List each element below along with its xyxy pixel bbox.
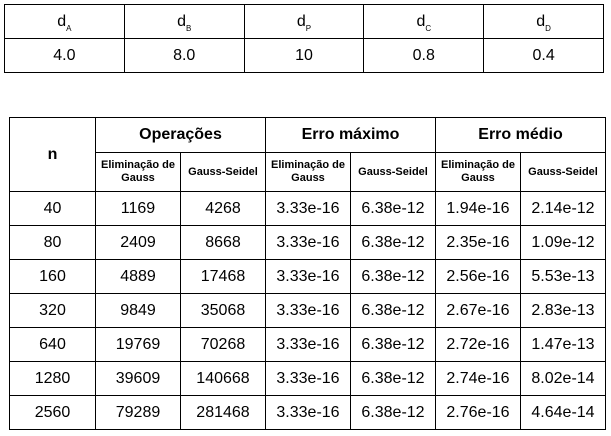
param-symbol: d [57, 12, 67, 30]
results-body: 40 1169 4268 3.33e-16 6.38e-12 1.94e-16 2.14e-… [9, 191, 606, 430]
param-subscript: C [425, 23, 432, 33]
n-cell: 1280 [9, 361, 96, 396]
gauss-elimination-mean-error-cell: 2.72e-16 [435, 327, 521, 362]
gauss-seidel-max-error-cell: 6.38e-12 [350, 395, 436, 430]
gauss-seidel-max-error-cell: 6.38e-12 [350, 225, 436, 260]
param-symbol: d [536, 12, 546, 30]
results-table: n Operações Erro máximo Erro médio Elimi… [9, 117, 606, 430]
gauss-seidel-max-error-cell: 6.38e-12 [350, 259, 436, 294]
param-subscript: A [66, 23, 72, 33]
gauss-seidel-max-error-cell: 6.38e-12 [350, 191, 436, 226]
gauss-elimination-header: Eliminação de Gauss [435, 152, 521, 192]
gauss-elimination-max-error-cell: 3.33e-16 [265, 395, 351, 430]
param-value-cell: 0.8 [363, 38, 485, 73]
gauss-seidel-ops-cell: 35068 [180, 293, 266, 328]
gauss-elimination-ops-cell: 39609 [95, 361, 181, 396]
param-value-cell: 0.4 [483, 38, 604, 73]
gauss-seidel-mean-error-cell: 2.14e-12 [520, 191, 606, 226]
n-cell: 640 [9, 327, 96, 362]
table-row: 40 1169 4268 3.33e-16 6.38e-12 1.94e-16 2.14e-… [9, 191, 606, 226]
n-cell: 40 [9, 191, 96, 226]
gauss-elimination-ops-cell: 4889 [95, 259, 181, 294]
param-value-cell: 8.0 [123, 38, 245, 73]
param-symbol: d [416, 12, 426, 30]
gauss-elimination-max-error-cell: 3.33e-16 [265, 225, 351, 260]
param-symbol: d [296, 12, 306, 30]
gauss-elimination-max-error-cell: 3.33e-16 [265, 293, 351, 328]
gauss-seidel-max-error-cell: 6.38e-12 [350, 293, 436, 328]
table-row: 2560 79289 281468 3.33e-16 6.38e-12 2.76e-16 4… [9, 395, 606, 430]
gauss-elimination-max-error-cell: 3.33e-16 [265, 259, 351, 294]
param-symbol: d [177, 12, 186, 30]
gauss-elimination-max-error-cell: 3.33e-16 [265, 361, 351, 396]
gauss-seidel-max-error-cell: 6.38e-12 [350, 327, 436, 362]
results-method-header-row: Eliminação de Gauss Gauss-Seidel Elimina… [10, 152, 606, 192]
gauss-elimination-mean-error-cell: 2.35e-16 [435, 225, 521, 260]
table-row: 80 2409 8668 3.33e-16 6.38e-12 2.35e-16 1.09e-… [9, 225, 606, 260]
gauss-seidel-max-error-cell: 6.38e-12 [350, 361, 436, 396]
table-row: 1280 39609 140668 3.33e-16 6.38e-12 2.74e-16 8… [9, 361, 606, 396]
gauss-seidel-mean-error-cell: 2.83e-13 [520, 293, 606, 328]
max-error-group-header: Erro máximo [265, 117, 436, 153]
gauss-elimination-ops-cell: 2409 [95, 225, 181, 260]
n-cell: 160 [9, 259, 96, 294]
param-header-cell: dC [363, 4, 485, 39]
gauss-elimination-ops-cell: 79289 [95, 395, 181, 430]
gauss-seidel-header: Gauss-Seidel [520, 152, 606, 192]
gauss-seidel-header: Gauss-Seidel [350, 152, 436, 192]
gauss-elimination-max-error-cell: 3.33e-16 [265, 327, 351, 362]
gauss-seidel-ops-cell: 17468 [180, 259, 266, 294]
parameters-value-row: 4.0 8.0 10 0.8 0.4 [4, 38, 604, 73]
gauss-elimination-ops-cell: 19769 [95, 327, 181, 362]
gauss-seidel-mean-error-cell: 5.53e-13 [520, 259, 606, 294]
gauss-elimination-ops-cell: 1169 [95, 191, 181, 226]
param-subscript: D [545, 23, 551, 33]
gauss-elimination-mean-error-cell: 1.94e-16 [435, 191, 521, 226]
gauss-elimination-header: Eliminação de Gauss [95, 152, 181, 192]
parameters-header-row: dA dB dP dC dD [4, 4, 604, 39]
n-column-header: n [9, 117, 96, 192]
gauss-seidel-mean-error-cell: 1.47e-13 [520, 327, 606, 362]
table-row: 320 9849 35068 3.33e-16 6.38e-12 2.67e-16 2.83… [9, 293, 606, 328]
param-value-cell: 4.0 [4, 38, 125, 73]
param-header-cell: dP [243, 4, 365, 39]
param-value-cell: 10 [243, 38, 365, 73]
param-header-cell: dD [483, 4, 604, 39]
gauss-elimination-max-error-cell: 3.33e-16 [265, 191, 351, 226]
gauss-elimination-mean-error-cell: 2.67e-16 [435, 293, 521, 328]
results-group-header-row: n Operações Erro máximo Erro médio [9, 117, 606, 192]
gauss-elimination-mean-error-cell: 2.56e-16 [435, 259, 521, 294]
mean-error-group-header: Erro médio [435, 117, 606, 153]
gauss-seidel-mean-error-cell: 4.64e-14 [520, 395, 606, 430]
param-subscript: B [185, 23, 192, 33]
n-cell: 80 [9, 225, 96, 260]
param-header-cell: dA [4, 4, 125, 39]
table-row: 160 4889 17468 3.33e-16 6.38e-12 2.56e-16 5.53… [9, 259, 606, 294]
gauss-seidel-ops-cell: 8668 [180, 225, 266, 260]
table-row: 640 19769 70268 3.33e-16 6.38e-12 2.72e-16 1.4… [9, 327, 606, 362]
parameters-table: dA dB dP dC dD 4.0 8.0 10 0.8 0.4 [4, 4, 604, 73]
gauss-seidel-mean-error-cell: 1.09e-12 [520, 225, 606, 260]
gauss-seidel-header: Gauss-Seidel [180, 152, 266, 192]
gauss-seidel-mean-error-cell: 8.02e-14 [520, 361, 606, 396]
gauss-elimination-mean-error-cell: 2.74e-16 [435, 361, 521, 396]
param-subscript: P [305, 23, 312, 33]
gauss-seidel-ops-cell: 4268 [180, 191, 266, 226]
gauss-seidel-ops-cell: 140668 [180, 361, 266, 396]
param-header-cell: dB [123, 4, 245, 39]
gauss-elimination-header: Eliminação de Gauss [265, 152, 351, 192]
gauss-elimination-ops-cell: 9849 [95, 293, 181, 328]
operations-group-header: Operações [95, 117, 266, 153]
n-cell: 2560 [9, 395, 96, 430]
gauss-elimination-mean-error-cell: 2.76e-16 [435, 395, 521, 430]
gauss-seidel-ops-cell: 281468 [180, 395, 266, 430]
n-cell: 320 [9, 293, 96, 328]
gauss-seidel-ops-cell: 70268 [180, 327, 266, 362]
